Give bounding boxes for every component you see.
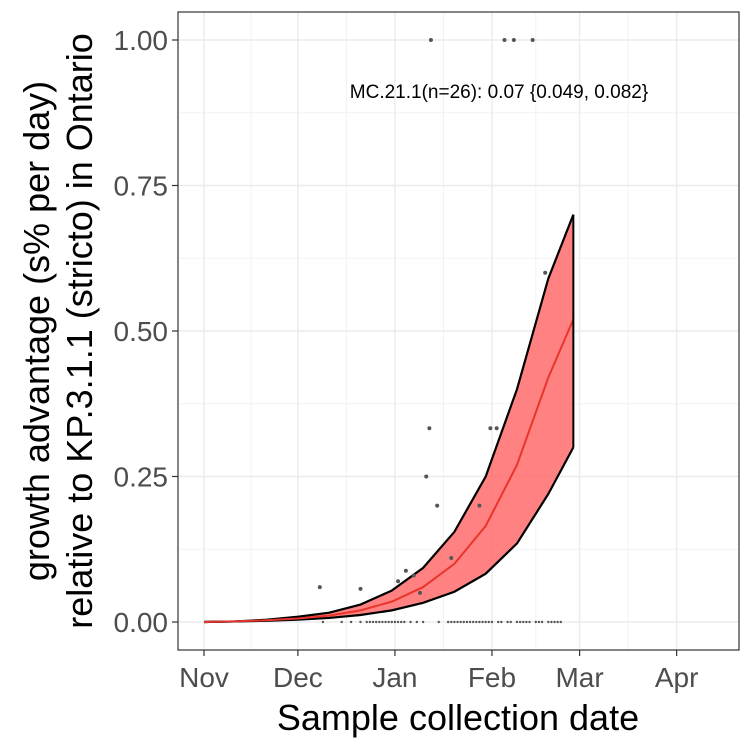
x-tick-label: Jan <box>372 662 417 693</box>
y-tick-label: 0.25 <box>114 462 169 493</box>
data-point <box>497 620 500 624</box>
data-point <box>506 620 509 624</box>
data-point <box>358 586 363 591</box>
y-axis-title-line-1: growth advantage (s% per day) <box>16 81 57 581</box>
y-tick-label: 0.00 <box>114 607 169 638</box>
data-point <box>409 620 412 624</box>
data-point <box>349 620 353 624</box>
data-point <box>456 620 459 624</box>
data-point <box>359 620 362 624</box>
data-point <box>487 620 491 624</box>
data-point <box>396 620 400 624</box>
data-point <box>384 620 387 624</box>
data-point <box>494 426 499 431</box>
data-point <box>411 573 416 578</box>
data-point <box>511 38 516 42</box>
x-tick-label: Nov <box>179 662 229 693</box>
data-points-layer <box>317 38 563 624</box>
data-point <box>317 585 322 590</box>
data-point <box>387 620 390 624</box>
data-point <box>500 620 503 624</box>
data-point <box>553 620 556 624</box>
data-point <box>396 579 401 584</box>
data-point <box>540 620 544 624</box>
data-point <box>450 620 453 624</box>
confidence-ribbon-layer <box>203 214 575 624</box>
y-tick-label: 0.75 <box>114 171 169 202</box>
data-point <box>390 620 393 624</box>
data-point <box>415 620 419 624</box>
data-point <box>471 620 475 624</box>
data-point <box>550 620 553 624</box>
data-point <box>518 620 522 624</box>
data-point <box>530 38 535 42</box>
data-point <box>321 620 325 624</box>
data-point <box>428 38 433 42</box>
data-point <box>522 620 525 624</box>
x-tick-labels: Nov Dec Jan Feb Mar Apr <box>179 662 698 693</box>
y-tick-labels: 0.00 0.25 0.50 0.75 1.00 <box>114 25 169 638</box>
annotation-text: MC.21.1(n=26): 0.07 {0.049, 0.082} <box>350 82 648 103</box>
data-point <box>528 620 531 624</box>
data-point <box>371 620 375 624</box>
data-point <box>378 620 381 624</box>
data-point <box>417 590 422 595</box>
data-point <box>543 270 548 275</box>
data-point <box>374 620 378 624</box>
data-point <box>488 426 493 431</box>
data-point <box>465 620 469 624</box>
data-point <box>435 503 440 508</box>
data-point <box>468 620 472 624</box>
data-point <box>437 620 440 624</box>
confidence-ribbon <box>204 214 574 622</box>
data-point <box>537 620 541 624</box>
data-point <box>484 620 487 624</box>
data-point <box>559 620 563 624</box>
data-point <box>403 620 406 624</box>
y-tick-label: 0.50 <box>114 316 169 347</box>
data-point <box>340 620 343 624</box>
tick-marks <box>172 39 678 656</box>
data-point <box>459 620 462 624</box>
fit-line <box>203 318 575 623</box>
data-point <box>502 38 507 42</box>
data-point <box>475 620 478 624</box>
x-tick-label: Apr <box>655 662 699 693</box>
data-point <box>509 620 512 624</box>
data-point <box>421 620 425 624</box>
data-point <box>381 620 384 624</box>
data-point <box>490 620 494 624</box>
x-tick-label: Mar <box>555 662 603 693</box>
x-tick-label: Feb <box>468 662 516 693</box>
data-point <box>453 620 456 624</box>
data-point <box>515 620 519 624</box>
y-tick-label: 1.00 <box>114 25 169 56</box>
y-axis-title-line-2: relative to KP.3.1.1 (stricto) in Ontari… <box>59 33 100 629</box>
data-point <box>399 620 403 624</box>
data-point <box>477 503 482 508</box>
data-point <box>556 620 559 624</box>
x-axis-title: Sample collection date <box>277 697 639 738</box>
data-point <box>403 568 408 573</box>
data-point <box>534 620 537 624</box>
data-point <box>365 620 368 624</box>
data-point <box>478 620 481 624</box>
data-point <box>368 620 372 624</box>
data-point <box>525 620 528 624</box>
data-point <box>462 620 465 624</box>
data-point <box>446 620 450 624</box>
data-point <box>481 620 484 624</box>
data-point <box>424 474 429 479</box>
x-tick-label: Dec <box>273 662 323 693</box>
data-point <box>547 620 550 624</box>
data-point <box>393 620 397 624</box>
data-point <box>449 555 454 560</box>
data-point <box>427 426 432 431</box>
